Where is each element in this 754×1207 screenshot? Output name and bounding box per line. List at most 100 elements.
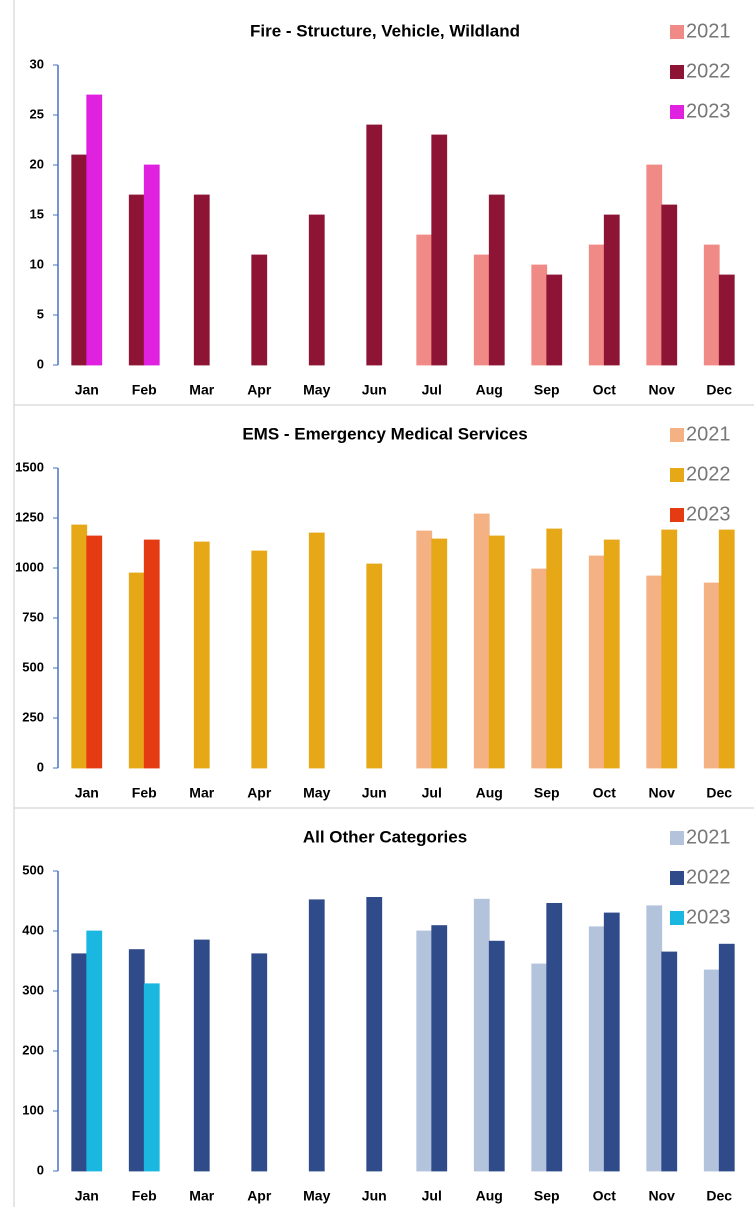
y-tick-label: 15: [30, 206, 44, 221]
x-tick-label: Mar: [189, 382, 214, 398]
legend-swatch: [670, 871, 684, 885]
bar: [86, 930, 103, 1172]
y-tick-label: 100: [22, 1102, 44, 1117]
x-tick-label: Mar: [189, 785, 214, 801]
bar: [703, 244, 720, 366]
bar: [416, 930, 433, 1172]
legend-swatch: [670, 428, 684, 442]
bar: [703, 582, 720, 769]
x-tick-label: Oct: [593, 1188, 617, 1204]
x-tick-label: Dec: [706, 382, 732, 398]
bar: [531, 264, 548, 366]
x-tick-label: May: [303, 1188, 330, 1204]
bar: [661, 204, 678, 366]
bar: [473, 254, 490, 366]
bar: [143, 539, 160, 769]
bar: [473, 513, 490, 769]
x-tick-label: Oct: [593, 785, 617, 801]
legend-swatch: [670, 508, 684, 522]
x-tick-label: Jan: [75, 382, 99, 398]
y-tick-label: 1500: [15, 459, 44, 474]
bar: [143, 983, 160, 1172]
bar: [366, 897, 383, 1172]
x-tick-label: May: [303, 382, 330, 398]
x-tick-label: May: [303, 785, 330, 801]
bar: [646, 164, 663, 366]
bar: [531, 963, 548, 1172]
y-tick-label: 500: [22, 659, 44, 674]
y-tick-label: 1250: [15, 509, 44, 524]
bar: [128, 572, 145, 769]
legend-swatch: [670, 25, 684, 39]
bar: [308, 214, 325, 366]
y-tick-label: 1000: [15, 559, 44, 574]
bar: [488, 194, 505, 366]
bar: [251, 550, 268, 769]
legend-label: 2022: [686, 60, 731, 82]
x-tick-label: Jun: [362, 382, 387, 398]
bar: [603, 912, 620, 1172]
x-tick-label: Aug: [476, 382, 503, 398]
bar: [473, 898, 490, 1172]
legend-swatch: [670, 105, 684, 119]
bar: [251, 953, 268, 1172]
bar: [416, 530, 433, 769]
bar: [71, 154, 88, 366]
legend-label: 2022: [686, 463, 731, 485]
y-tick-label: 0: [37, 1162, 44, 1177]
bar: [128, 194, 145, 366]
y-tick-label: 400: [22, 922, 44, 937]
x-tick-label: Jan: [75, 1188, 99, 1204]
bar: [86, 94, 103, 366]
x-tick-label: Nov: [649, 1188, 676, 1204]
bar: [531, 568, 548, 769]
y-tick-label: 750: [22, 609, 44, 624]
bar: [431, 134, 448, 366]
x-tick-label: Nov: [649, 382, 676, 398]
x-tick-label: Feb: [132, 1188, 157, 1204]
bar: [703, 969, 720, 1172]
x-tick-label: Aug: [476, 1188, 503, 1204]
x-tick-label: Feb: [132, 382, 157, 398]
y-tick-label: 0: [37, 759, 44, 774]
chart-title: All Other Categories: [303, 827, 467, 846]
legend-label: 2023: [686, 100, 731, 122]
bar: [646, 905, 663, 1172]
x-tick-label: Jan: [75, 785, 99, 801]
bar: [128, 949, 145, 1172]
legend-label: 2023: [686, 906, 731, 928]
bar: [718, 274, 735, 366]
bar: [603, 539, 620, 769]
bar: [308, 899, 325, 1172]
bar: [588, 926, 605, 1172]
x-tick-label: Jul: [422, 382, 442, 398]
bar: [251, 254, 268, 366]
legend-swatch: [670, 911, 684, 925]
x-tick-label: Aug: [476, 785, 503, 801]
bar: [71, 524, 88, 769]
y-tick-label: 500: [22, 862, 44, 877]
legend-label: 2022: [686, 866, 731, 888]
bar: [193, 194, 210, 366]
x-tick-label: Apr: [247, 382, 272, 398]
chart-title: Fire - Structure, Vehicle, Wildland: [250, 21, 520, 40]
legend-swatch: [670, 468, 684, 482]
x-tick-label: Mar: [189, 1188, 214, 1204]
bar: [431, 925, 448, 1172]
x-tick-label: Jul: [422, 785, 442, 801]
x-tick-label: Sep: [534, 785, 560, 801]
y-tick-label: 30: [30, 56, 44, 71]
bar: [718, 529, 735, 769]
legend-label: 2021: [686, 826, 731, 848]
bar: [588, 555, 605, 769]
y-tick-label: 250: [22, 709, 44, 724]
x-tick-label: Oct: [593, 382, 617, 398]
bar: [546, 274, 563, 366]
legend-swatch: [670, 65, 684, 79]
x-tick-label: Jul: [422, 1188, 442, 1204]
bar: [646, 575, 663, 769]
bar: [366, 563, 383, 769]
x-tick-label: Feb: [132, 785, 157, 801]
legend-label: 2021: [686, 423, 731, 445]
